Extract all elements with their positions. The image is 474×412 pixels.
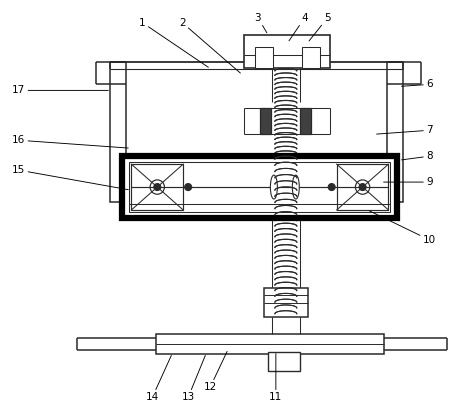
- Circle shape: [154, 184, 161, 191]
- Text: 7: 7: [377, 125, 433, 135]
- Bar: [337, 164, 389, 210]
- Bar: [264, 288, 308, 317]
- Bar: [268, 351, 300, 372]
- Bar: [156, 334, 383, 353]
- Circle shape: [359, 184, 366, 191]
- Text: 2: 2: [179, 18, 240, 73]
- Circle shape: [328, 184, 335, 191]
- Circle shape: [360, 185, 365, 189]
- Bar: [122, 156, 398, 218]
- Ellipse shape: [292, 175, 299, 199]
- Text: 4: 4: [289, 13, 308, 41]
- Bar: [129, 162, 391, 212]
- Text: 15: 15: [12, 165, 128, 190]
- Text: 16: 16: [12, 135, 128, 148]
- Text: 9: 9: [383, 177, 433, 187]
- Text: 14: 14: [146, 356, 172, 403]
- Text: 3: 3: [255, 13, 267, 33]
- Text: 11: 11: [269, 353, 283, 403]
- Bar: [260, 108, 271, 134]
- Bar: [110, 63, 127, 202]
- Circle shape: [185, 184, 191, 191]
- Ellipse shape: [270, 175, 277, 199]
- Bar: [255, 47, 273, 68]
- Text: 5: 5: [309, 13, 331, 41]
- Bar: [300, 108, 311, 134]
- Text: 6: 6: [401, 80, 433, 89]
- Text: 8: 8: [401, 151, 433, 161]
- Circle shape: [155, 185, 159, 189]
- Text: 12: 12: [203, 351, 227, 392]
- Bar: [131, 164, 183, 210]
- Bar: [387, 63, 403, 202]
- Text: 17: 17: [12, 85, 109, 96]
- Text: 10: 10: [369, 211, 436, 245]
- Text: 1: 1: [139, 18, 209, 67]
- Bar: [302, 47, 320, 68]
- Bar: [244, 35, 330, 68]
- Text: 13: 13: [182, 356, 205, 403]
